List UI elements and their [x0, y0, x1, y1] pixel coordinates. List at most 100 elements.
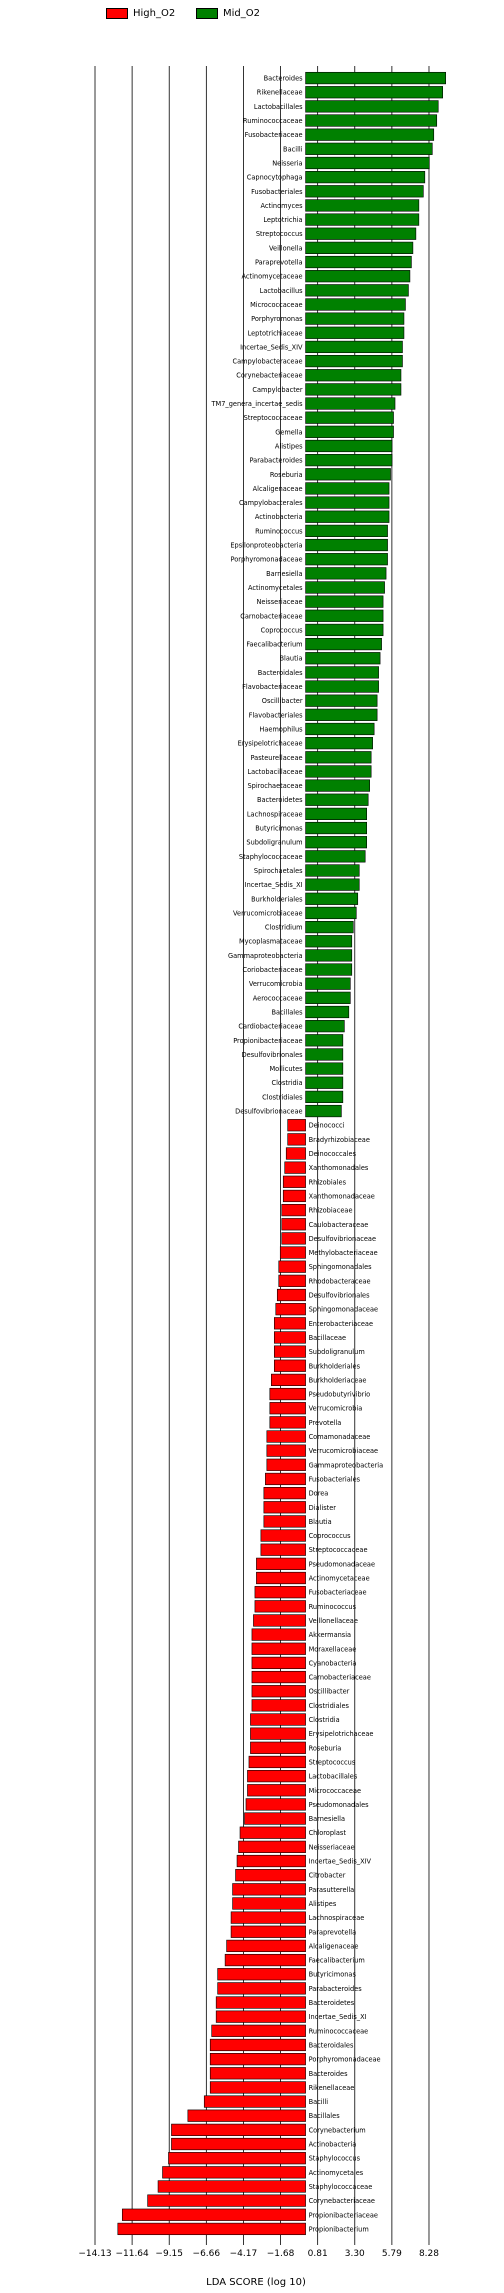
- category-label: Bacillaceae: [309, 1334, 347, 1342]
- category-label: Xanthomonadaceae: [309, 1192, 375, 1200]
- bar: [305, 666, 379, 679]
- bar: [266, 1430, 306, 1443]
- category-label: Porphyromonadaceae: [231, 556, 303, 564]
- bar: [285, 1147, 306, 1160]
- bar: [305, 538, 388, 552]
- category-label: Bacteroidetes: [309, 1999, 355, 2007]
- category-label: Epsilonproteobacteria: [230, 542, 302, 550]
- category-label: Comamonadaceae: [309, 1433, 371, 1441]
- category-label: Cardiobacteriaceae: [238, 1023, 302, 1031]
- bar: [305, 906, 357, 920]
- bar: [305, 1020, 345, 1033]
- bar: [251, 1642, 306, 1655]
- category-label: Incertae_Sedis_XI: [245, 881, 303, 889]
- bar: [305, 1048, 344, 1061]
- category-label: Micrococcaceae: [309, 1787, 361, 1795]
- bar: [305, 581, 385, 594]
- category-label: Verrucomicrobiaceae: [233, 909, 303, 917]
- category-label: Oscillibacter: [262, 697, 303, 705]
- bar: [305, 637, 382, 651]
- category-label: Paraprevotella: [309, 1928, 357, 1936]
- bar: [305, 708, 378, 721]
- bar: [305, 567, 387, 580]
- category-label: Verrucomicrobiaceae: [309, 1447, 379, 1455]
- bar: [305, 850, 366, 863]
- x-tick-label: −4.17: [230, 2249, 258, 2259]
- bar: [305, 185, 424, 198]
- bar: [171, 2137, 306, 2151]
- category-label: Sphingomonadales: [309, 1263, 373, 1271]
- category-label: Bacilli: [283, 145, 303, 153]
- legend-high-o2: High_O2: [106, 6, 175, 20]
- bar: [203, 2095, 306, 2108]
- category-label: Campylobacterales: [239, 499, 303, 507]
- bar: [265, 1472, 306, 1486]
- category-label: Bacillales: [309, 2112, 341, 2120]
- category-label: Methylobacteriaceae: [309, 1249, 378, 1257]
- category-label: Xanthomonadales: [309, 1164, 369, 1172]
- bar: [215, 1996, 306, 2009]
- category-label: Sphingomonadaceae: [309, 1306, 378, 1314]
- category-label: Erysipelotrichaceae: [309, 1730, 374, 1738]
- bar: [269, 1387, 306, 1401]
- category-label: Actinobacteria: [309, 2141, 357, 2149]
- bar: [187, 2109, 306, 2122]
- category-label: Rikenellaceae: [309, 2084, 355, 2092]
- category-label: Clostridium: [265, 924, 303, 932]
- x-tick-label: 8.28: [419, 2249, 439, 2259]
- bar: [305, 510, 390, 523]
- bar: [282, 1175, 306, 1188]
- category-label: Leptotrichiaceae: [248, 329, 303, 337]
- category-label: Subdoligranulum: [246, 839, 302, 847]
- bar: [230, 1925, 306, 1938]
- bar: [251, 1628, 306, 1641]
- bar: [260, 1543, 306, 1556]
- bar: [305, 864, 360, 877]
- bar: [287, 1133, 306, 1146]
- bar: [305, 383, 402, 396]
- category-label: Rhizobiaceae: [309, 1207, 353, 1215]
- category-label: Aerococcaceae: [253, 994, 303, 1002]
- category-label: Clostridiales: [262, 1093, 303, 1101]
- bar: [305, 609, 384, 622]
- category-label: Bacteroidetes: [257, 796, 303, 804]
- bar: [271, 1373, 306, 1387]
- category-label: Ruminococcaceae: [309, 2027, 369, 2035]
- category-label: Fusobacteriaceae: [309, 1589, 367, 1597]
- bar: [239, 1826, 306, 1839]
- bar: [305, 1076, 344, 1089]
- category-label: Moraxellaceae: [309, 1645, 357, 1653]
- bar: [236, 1854, 306, 1868]
- category-label: Spirochaetales: [254, 867, 303, 875]
- category-label: Coprococcus: [261, 626, 304, 634]
- category-label: Campylobacteraceae: [233, 358, 303, 366]
- category-label: Gammaproteobacteria: [309, 1461, 384, 1469]
- bar: [248, 1755, 306, 1769]
- bar: [305, 142, 433, 155]
- category-label: Clostridia: [271, 1079, 302, 1087]
- category-label: Citrobacter: [309, 1872, 346, 1880]
- bar: [305, 878, 360, 891]
- category-label: Clostridiales: [309, 1702, 350, 1710]
- category-label: Actinobacteria: [255, 513, 303, 521]
- bar: [305, 298, 406, 311]
- bar: [247, 1770, 306, 1783]
- bar: [305, 241, 414, 254]
- category-label: Barnesiella: [309, 1815, 345, 1823]
- bar: [305, 326, 405, 339]
- bar: [305, 284, 409, 297]
- bar: [305, 397, 396, 410]
- category-label: Pseudobutyrivibrio: [309, 1391, 371, 1399]
- bars: [117, 71, 446, 2236]
- category-label: Deinococci: [309, 1122, 345, 1130]
- bar: [305, 1104, 342, 1118]
- bar: [305, 71, 446, 85]
- bar: [215, 2010, 306, 2023]
- category-label: Cyanobacteria: [309, 1659, 357, 1667]
- category-label: Corynebacteriaceae: [236, 372, 302, 380]
- bar: [305, 722, 375, 736]
- bar: [305, 156, 430, 170]
- category-label: Blautia: [309, 1518, 332, 1526]
- bar: [305, 454, 393, 467]
- category-label: Alistipes: [275, 442, 303, 450]
